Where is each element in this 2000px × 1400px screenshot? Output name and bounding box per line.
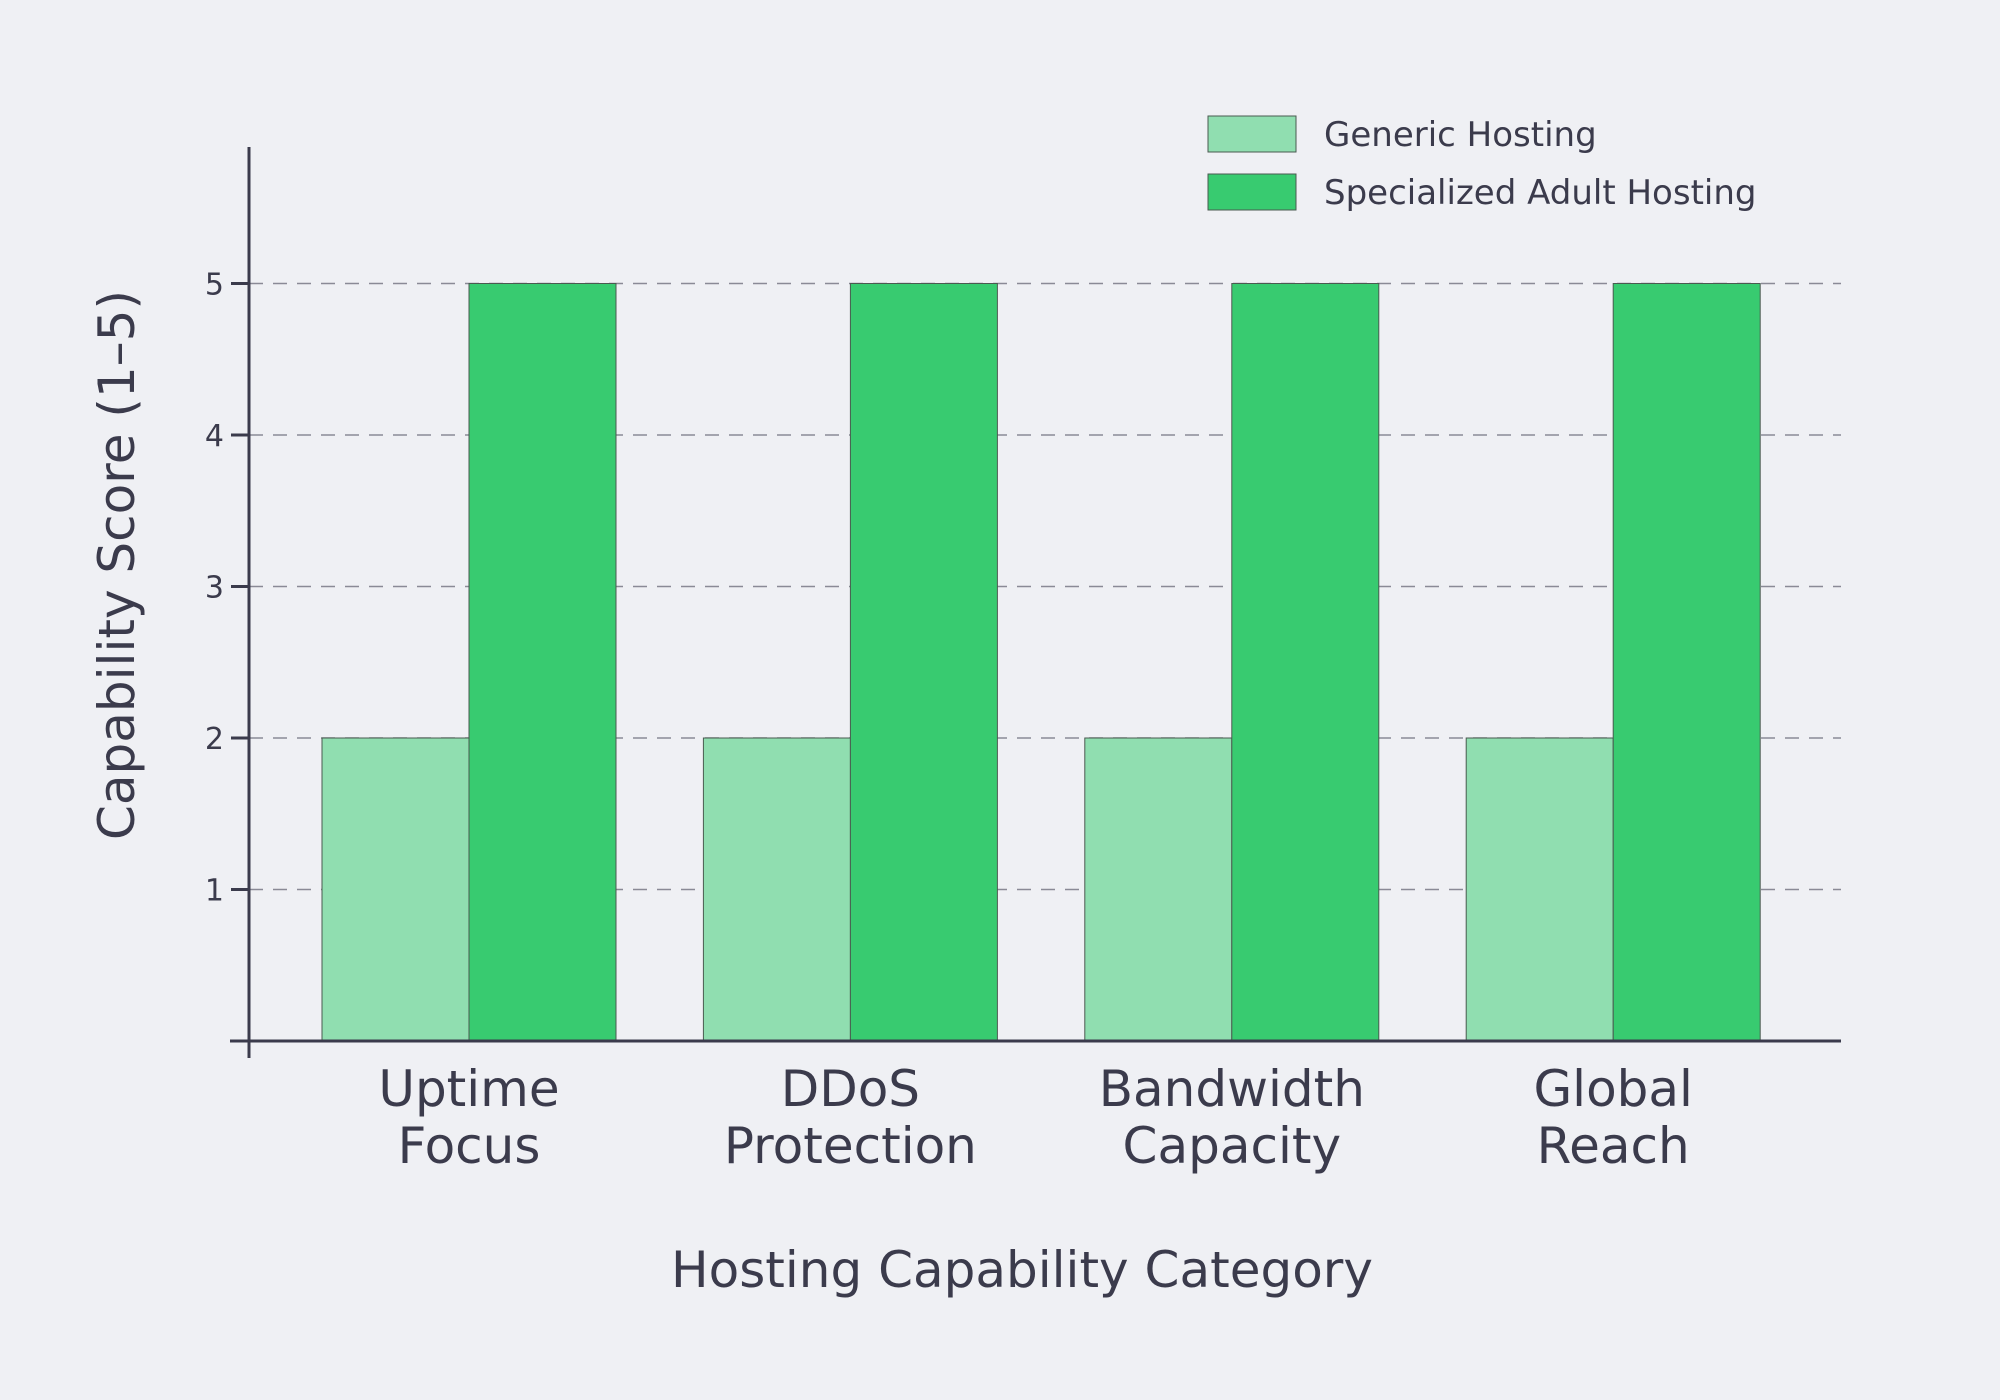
- legend-swatch: [1207, 173, 1297, 211]
- x-tick-label: Uptime: [378, 1060, 559, 1118]
- bar-generic: [702, 737, 851, 1042]
- legend: Generic Hosting Specialized Adult Hosting: [1207, 115, 1756, 213]
- legend-swatch: [1207, 115, 1297, 153]
- bar-specialized: [468, 283, 617, 1042]
- y-tick-label: 1: [205, 874, 224, 909]
- x-tick-label: Reach: [1537, 1117, 1690, 1175]
- x-tick-label: Capacity: [1123, 1117, 1342, 1175]
- bar-specialized: [1231, 283, 1380, 1042]
- x-tick-label: Focus: [398, 1117, 541, 1175]
- bar-generic: [1465, 737, 1614, 1042]
- legend-label: Specialized Adult Hosting: [1324, 173, 1756, 213]
- bar-specialized: [849, 283, 998, 1042]
- bar-specialized: [1612, 283, 1761, 1042]
- legend-label: Generic Hosting: [1324, 115, 1597, 155]
- y-tick-label: 5: [205, 268, 224, 303]
- y-tick-label: 4: [205, 419, 224, 454]
- y-tick-label: 2: [205, 722, 224, 757]
- x-tick-label: Protection: [724, 1117, 977, 1175]
- bars: [321, 283, 1761, 1042]
- y-axis-title: Capability Score (1–5): [88, 290, 146, 840]
- x-axis-title: Hosting Capability Category: [671, 1241, 1373, 1299]
- bar-generic: [1084, 737, 1233, 1042]
- bar-generic: [321, 737, 470, 1042]
- y-tick-label: 3: [205, 571, 224, 606]
- x-tick-label: Bandwidth: [1099, 1060, 1365, 1118]
- y-ticks: 1 2 3 4 5: [205, 268, 249, 909]
- x-tick-label: Global: [1533, 1060, 1693, 1118]
- x-tick-label: DDoS: [781, 1060, 920, 1118]
